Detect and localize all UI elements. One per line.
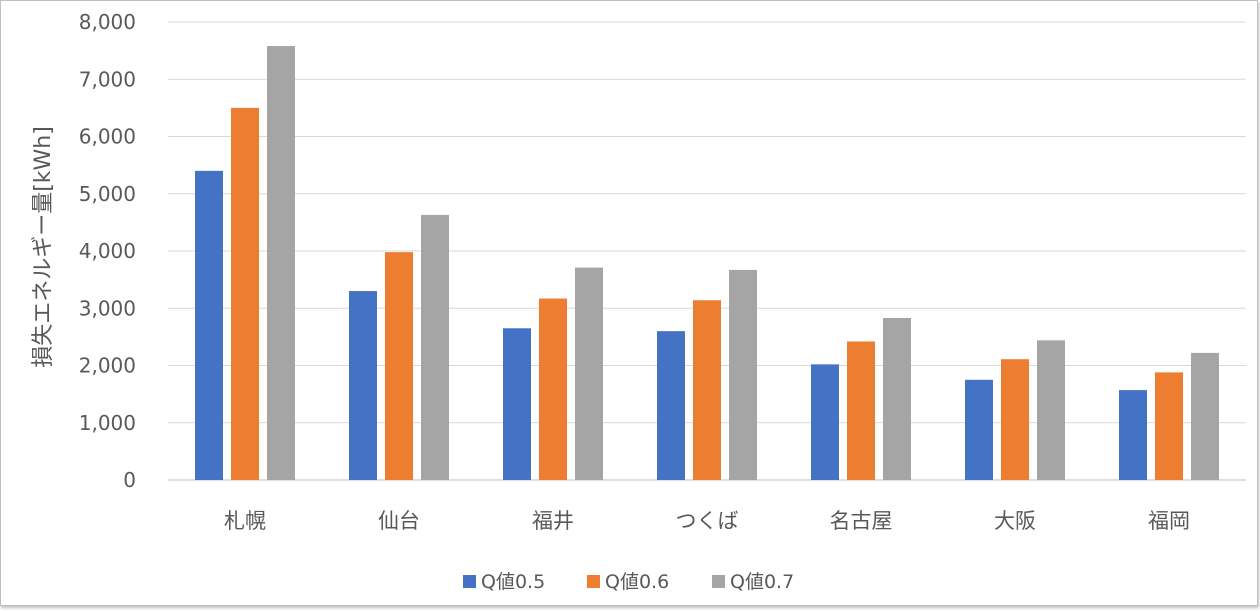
bar-札幌-series-2 [267, 46, 295, 481]
y-axis-label: 損失エネルギー量[kWh] [31, 126, 56, 368]
category-label: 福井 [532, 509, 574, 533]
bar-大阪-series-1 [1001, 359, 1029, 480]
y-tick-label: 2,000 [79, 354, 136, 378]
bar-福岡-series-2 [1191, 352, 1219, 480]
bar-福井-series-2 [575, 267, 603, 480]
legend-label-0: Q値0.5 [481, 571, 545, 593]
category-label: 名古屋 [830, 509, 893, 533]
category-labels: 札幌 仙台 福井 つくば 名古屋 大阪 福岡 [224, 509, 1190, 533]
category-label: つくば [676, 509, 739, 533]
category-label: 札幌 [224, 509, 266, 533]
y-tick-label: 0 [123, 468, 136, 492]
bar-つくば-series-1 [693, 300, 721, 480]
category-label: 大阪 [994, 509, 1036, 533]
y-tick-label: 4,000 [79, 239, 136, 263]
y-tick-label: 6,000 [79, 125, 136, 149]
bar-つくば-series-2 [729, 269, 757, 480]
category-label: 福岡 [1148, 509, 1190, 533]
bar-仙台-series-1 [385, 252, 413, 480]
bar-仙台-series-0 [349, 291, 377, 480]
category-label: 仙台 [378, 509, 420, 533]
bar-名古屋-series-0 [811, 364, 839, 480]
legend-label-1: Q値0.6 [605, 571, 669, 593]
legend: Q値0.5 Q値0.6 Q値0.7 [463, 571, 794, 593]
bar-福井-series-1 [539, 298, 567, 480]
bar-福岡-series-0 [1119, 390, 1147, 480]
bar-札幌-series-1 [231, 107, 259, 480]
y-tick-label: 5,000 [79, 182, 136, 206]
legend-swatch-1 [587, 575, 600, 588]
legend-label-2: Q値0.7 [730, 571, 794, 593]
bar-名古屋-series-1 [847, 341, 875, 480]
legend-swatch-0 [463, 575, 476, 588]
bar-大阪-series-0 [965, 379, 993, 480]
bar-仙台-series-2 [421, 214, 449, 480]
bar-大阪-series-2 [1037, 340, 1065, 480]
bar-札幌-series-0 [195, 170, 223, 480]
bars [195, 46, 1219, 481]
legend-swatch-2 [712, 575, 725, 588]
y-tick-label: 1,000 [79, 411, 136, 435]
bar-福岡-series-1 [1155, 372, 1183, 480]
y-tick-label: 8,000 [79, 10, 136, 34]
bar-福井-series-0 [503, 328, 531, 480]
y-tick-label: 3,000 [79, 296, 136, 320]
gridlines [168, 21, 1246, 481]
bar-名古屋-series-2 [883, 317, 911, 480]
y-tick-labels: 0 1,000 2,000 3,000 4,000 5,000 6,000 7,000 8,00… [79, 10, 136, 492]
bar-つくば-series-0 [657, 331, 685, 480]
y-tick-label: 7,000 [79, 67, 136, 91]
